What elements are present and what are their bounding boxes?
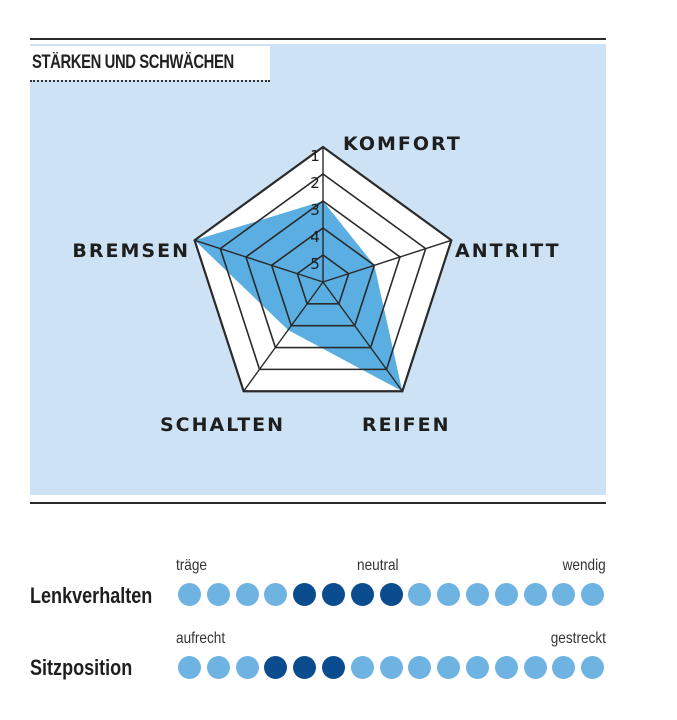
rating-dot	[264, 656, 288, 679]
radar-spoke	[243, 281, 324, 392]
rating-dot	[552, 583, 576, 606]
axis-label: BREMSEN	[72, 240, 190, 262]
rating-dot	[322, 583, 345, 606]
rating-dot	[322, 656, 345, 679]
rating-dot	[466, 583, 489, 606]
radar-ring-4	[270, 227, 376, 327]
rating-dot	[552, 656, 576, 679]
rating-dot	[293, 583, 317, 606]
rating-dot	[408, 656, 432, 679]
bottom-rule	[30, 502, 606, 504]
radar-ring-5	[296, 254, 350, 305]
scale-number: 5	[310, 255, 320, 273]
radar-ring-1	[193, 145, 453, 393]
title-underline	[30, 80, 270, 82]
rating-dot	[437, 656, 461, 679]
rating-dot	[581, 583, 605, 606]
rating-dot	[494, 656, 518, 679]
scale-word-aufrecht: aufrecht	[176, 630, 226, 647]
rating-dot	[178, 656, 201, 679]
rating-dot	[408, 583, 432, 606]
rating-dot	[235, 656, 259, 679]
scale-word-neutral: neutral	[357, 557, 399, 574]
rating-dot	[379, 656, 403, 679]
panel-title: STÄRKEN UND SCHWÄCHEN	[32, 52, 234, 73]
rating-dot	[581, 656, 605, 679]
rating-dot	[264, 583, 288, 606]
top-rule	[30, 38, 606, 40]
scale-number: 3	[310, 201, 320, 219]
scale-word-wendig: wendig	[562, 557, 606, 574]
axis-label: REIFEN	[362, 414, 451, 436]
rating-dot	[437, 583, 461, 606]
radar-spoke	[322, 281, 403, 392]
rating-dot	[494, 583, 518, 606]
scale-word-trage: träge	[176, 557, 207, 574]
rating-dot	[350, 656, 374, 679]
rating-dot	[178, 583, 201, 606]
axis-label: SCHALTEN	[160, 414, 285, 436]
rating-dot	[350, 583, 374, 606]
rating-name: Lenkverhalten	[30, 583, 153, 608]
rating-dot	[466, 656, 489, 679]
radar-ring-2	[219, 173, 427, 371]
scale-number: 4	[310, 228, 320, 246]
rating-dot	[523, 583, 547, 606]
rating-dot	[379, 583, 403, 606]
radar-spoke	[194, 239, 324, 283]
scale-word-gestreckt: gestreckt	[550, 630, 606, 647]
scale-number: 1	[310, 147, 320, 165]
rating-name: Sitzposition	[30, 655, 133, 680]
rating-dot	[293, 656, 317, 679]
panel-title-box: STÄRKEN UND SCHWÄCHEN	[30, 46, 270, 80]
rating-dot	[235, 583, 259, 606]
axis-label: ANTRITT	[455, 240, 561, 262]
rating-dot	[523, 656, 547, 679]
radar-spoke	[322, 239, 452, 283]
radar-ring-3	[245, 200, 401, 349]
axis-label: KOMFORT	[343, 133, 462, 155]
rating-dot	[206, 656, 230, 679]
rating-dot	[206, 583, 230, 606]
scale-number: 2	[310, 174, 320, 192]
radar-chart: 1 2 3 4 5 KOMFORT ANTRITT REIFEN SCHALTEN BREMSEN	[72, 133, 561, 436]
